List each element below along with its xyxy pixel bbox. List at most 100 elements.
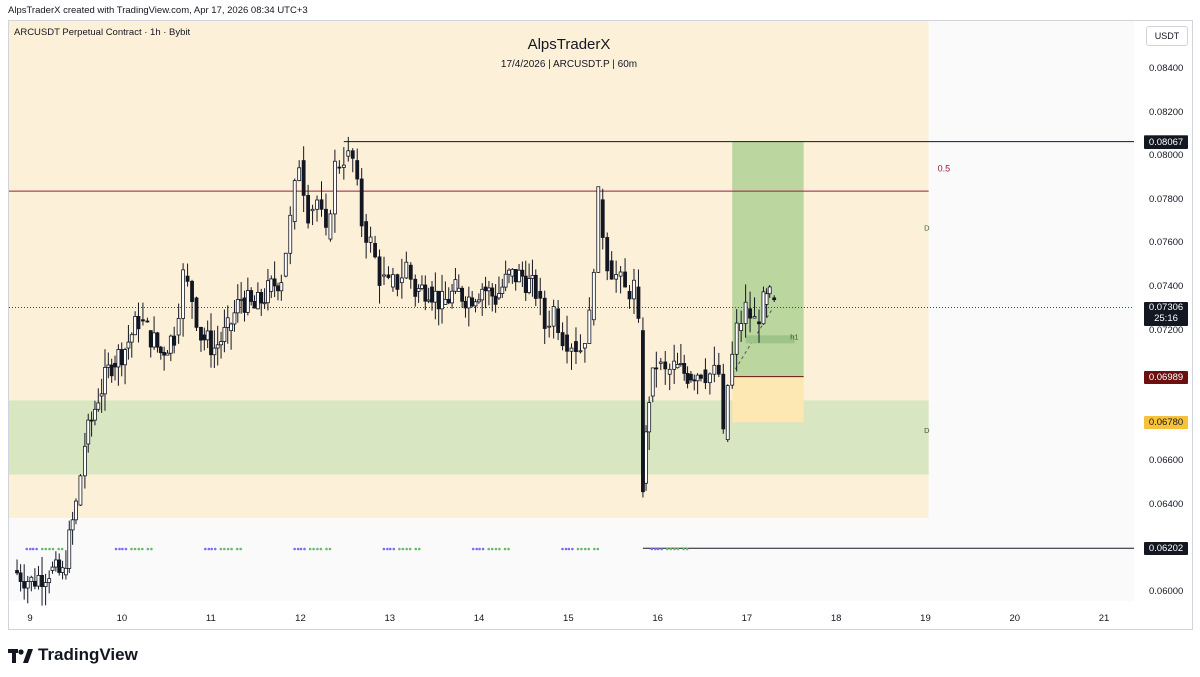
candle-body (319, 199, 324, 210)
candle-body (232, 312, 237, 325)
candle-body (678, 363, 683, 365)
candle-body (433, 290, 438, 303)
session-dot (471, 547, 475, 551)
time-tick-label: 13 (384, 613, 396, 624)
time-tick-label: 19 (920, 613, 931, 624)
candle-body (229, 323, 233, 332)
candle-body (18, 572, 23, 582)
candle-body (15, 570, 19, 574)
candle-body (658, 361, 663, 364)
candle-body (734, 322, 739, 355)
candle-body (663, 361, 668, 370)
time-tick-label: 10 (116, 613, 128, 624)
candle-body (692, 379, 697, 382)
candle-body (266, 280, 270, 304)
session-dot (481, 547, 485, 551)
session-dot (478, 547, 481, 551)
candle-body (503, 273, 508, 288)
session-dot (239, 547, 242, 551)
candle-body (699, 374, 703, 379)
session-dot (490, 547, 494, 551)
session-dot (596, 547, 600, 551)
candle-body (148, 330, 153, 348)
candle-body (430, 286, 434, 303)
candle-body (423, 284, 428, 302)
candle-body (337, 166, 342, 169)
candle-body (569, 347, 574, 352)
candle-body (614, 274, 619, 280)
candle-body (32, 580, 37, 587)
candle-body (538, 290, 543, 299)
candle-body (99, 393, 104, 397)
candle-body (350, 150, 355, 159)
candle-body (47, 578, 52, 583)
tradingview-logo-icon (8, 648, 33, 663)
candle-body (721, 373, 726, 430)
candle-body (355, 160, 360, 180)
tradingview-logo[interactable]: TradingView (8, 645, 138, 665)
candle-body (565, 334, 569, 352)
candle-body (245, 290, 250, 313)
candle-body (359, 178, 364, 227)
session-dot (219, 547, 223, 551)
candle-body (181, 269, 186, 319)
candle-body (456, 287, 461, 292)
candlestick-chart[interactable]: 0.5 D Dh1 (9, 21, 1192, 629)
candle-body (78, 475, 83, 506)
session-dot (230, 547, 233, 551)
session-dot (51, 547, 55, 551)
candle-body (641, 330, 645, 493)
session-dot (576, 547, 580, 551)
candle-body (560, 332, 565, 347)
session-dot (660, 547, 663, 551)
candle-body (453, 279, 458, 292)
right-empty-area (928, 21, 1134, 601)
candle-body (341, 164, 346, 168)
price-tick-label: 0.06400 (1149, 499, 1184, 511)
session-dot (673, 547, 676, 551)
session-dot (392, 547, 396, 551)
candle-body (116, 349, 121, 368)
candle-body (600, 199, 605, 238)
session-dot (40, 547, 44, 551)
candle-body (364, 221, 369, 243)
candle-body (252, 301, 257, 309)
session-dot (299, 547, 303, 551)
session-dot (587, 547, 591, 551)
price-tag: 0.07306 25:16 (1144, 301, 1188, 326)
candle-body (436, 290, 441, 310)
price-tag: 0.06780 (1144, 416, 1188, 430)
candle-body (272, 278, 277, 287)
candle-body (507, 269, 511, 275)
session-dot (137, 547, 141, 551)
candle-body (500, 286, 505, 294)
candle-body (466, 296, 471, 309)
time-tick-label: 15 (563, 613, 574, 624)
candle-body (109, 364, 114, 377)
currency-button[interactable]: USDT (1146, 26, 1188, 46)
candle-body (752, 316, 757, 319)
candle-body (618, 271, 623, 277)
candle-body (386, 274, 391, 278)
candle-body (772, 297, 777, 301)
session-dot (503, 547, 507, 551)
price-tag: 0.06202 (1144, 542, 1188, 556)
candle-body (591, 271, 596, 321)
watermark-subtitle: 17/4/2026 | ARCUSDT.P | 60m (500, 59, 638, 70)
candle-body (332, 160, 337, 215)
candle-body (672, 360, 677, 370)
candle-body (578, 350, 583, 353)
candle-body (113, 362, 117, 368)
candle-body (542, 297, 547, 329)
candle-body (707, 373, 712, 384)
session-dot (580, 547, 583, 551)
symbol-legend[interactable]: ARCUSDT Perpetual Contract · 1h · Bybit (14, 27, 191, 38)
candle-body (497, 293, 501, 299)
candle-body (556, 308, 561, 333)
candle-body (301, 160, 306, 196)
candle-body (730, 353, 735, 386)
candle-body (74, 500, 78, 521)
candle-body (712, 364, 717, 375)
candle-body (64, 567, 68, 576)
